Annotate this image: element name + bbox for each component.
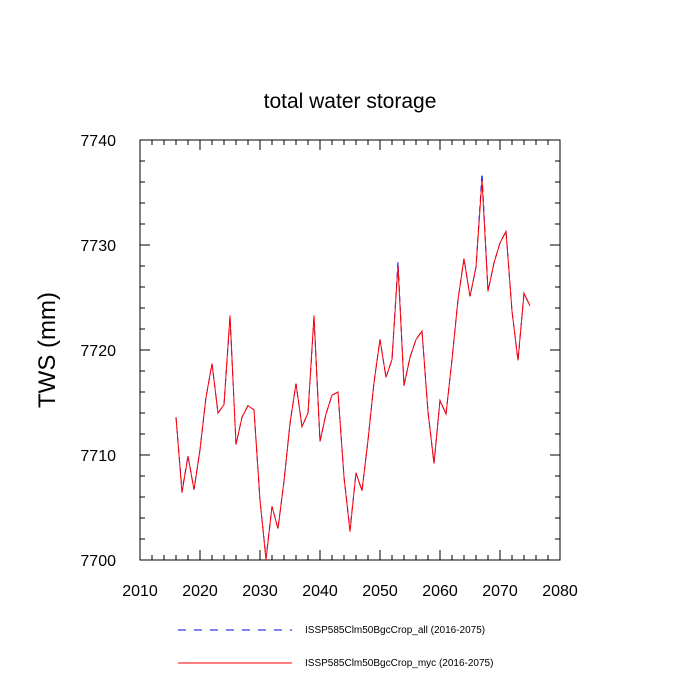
x-tick-label: 2020 xyxy=(182,583,218,600)
plot-border xyxy=(139,139,561,561)
chart-title: total water storage xyxy=(264,90,437,113)
y-tick-label: 7700 xyxy=(80,553,116,570)
x-tick-label: 2040 xyxy=(302,583,338,600)
x-tick-label: 2050 xyxy=(362,583,398,600)
x-tick-label: 2060 xyxy=(422,583,458,600)
axis-ticks xyxy=(139,139,561,561)
legend-label-2: ISSP585Clm50BgcCrop_myc (2016-2075) xyxy=(305,658,493,669)
legend: ISSP585Clm50BgcCrop_all (2016-2075) ISSP5… xyxy=(178,625,493,669)
legend-label-1: ISSP585Clm50BgcCrop_all (2016-2075) xyxy=(305,625,485,636)
series-line-2 xyxy=(175,179,531,561)
x-tick-label: 2080 xyxy=(542,583,578,600)
axis-tick-labels: 2010 2020 2030 2040 2050 2060 2070 2080 7700 7710… xyxy=(80,133,577,600)
plot-frame xyxy=(139,139,561,561)
x-tick-label: 2010 xyxy=(122,583,158,600)
y-axis-label: TWS (mm) xyxy=(34,292,61,408)
y-tick-label: 7720 xyxy=(80,343,116,360)
y-tick-label: 7710 xyxy=(80,448,116,465)
y-tick-label: 7730 xyxy=(80,238,116,255)
x-tick-label: 2070 xyxy=(482,583,518,600)
x-tick-label: 2030 xyxy=(242,583,278,600)
y-tick-label: 7740 xyxy=(80,133,116,150)
series-lines xyxy=(175,173,531,561)
